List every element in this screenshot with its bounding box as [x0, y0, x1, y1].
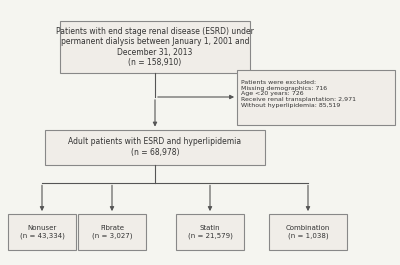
Text: Patients were excluded:
Missing demographics: 716
Age <20 years: 726
Receive ren: Patients were excluded: Missing demograp…	[241, 80, 356, 108]
FancyBboxPatch shape	[45, 130, 265, 165]
Text: Adult patients with ESRD and hyperlipidemia
(n = 68,978): Adult patients with ESRD and hyperlipide…	[68, 137, 242, 157]
Text: Fibrate
(n = 3,027): Fibrate (n = 3,027)	[92, 225, 132, 239]
FancyBboxPatch shape	[237, 69, 395, 125]
FancyBboxPatch shape	[269, 214, 347, 250]
Text: Statin
(n = 21,579): Statin (n = 21,579)	[188, 225, 232, 239]
FancyBboxPatch shape	[78, 214, 146, 250]
Text: Patients with end stage renal disease (ESRD) under
permanent dialysis between Ja: Patients with end stage renal disease (E…	[56, 27, 254, 67]
Text: Nonuser
(n = 43,334): Nonuser (n = 43,334)	[20, 225, 64, 239]
FancyBboxPatch shape	[176, 214, 244, 250]
FancyBboxPatch shape	[8, 214, 76, 250]
Text: Combination
(n = 1,038): Combination (n = 1,038)	[286, 225, 330, 239]
FancyBboxPatch shape	[60, 21, 250, 73]
